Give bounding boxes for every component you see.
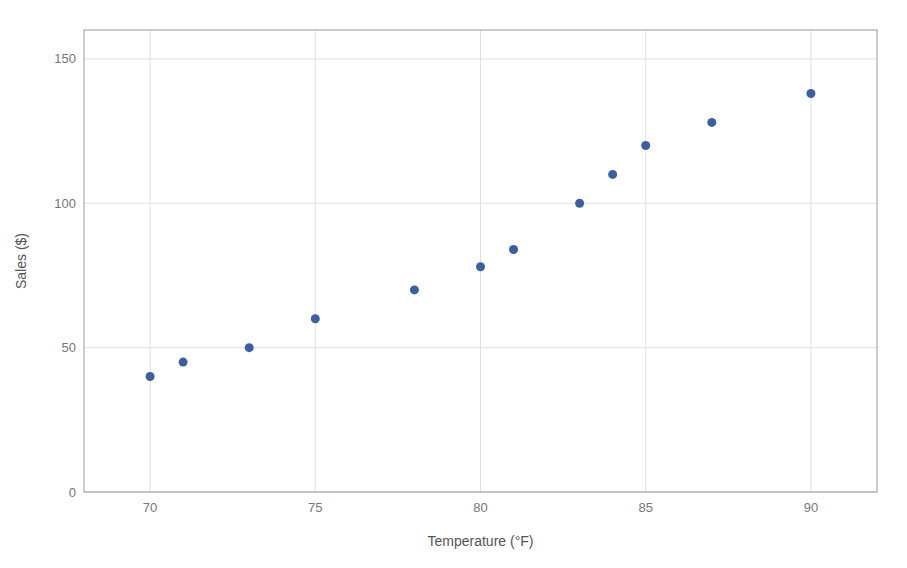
x-tick-label: 80 xyxy=(473,500,487,515)
y-tick-label: 50 xyxy=(62,340,76,355)
scatter-point xyxy=(476,262,485,271)
scatter-point xyxy=(641,141,650,150)
y-grid-line xyxy=(84,347,877,348)
x-tick-label: 90 xyxy=(804,500,818,515)
x-tick-label: 75 xyxy=(308,500,322,515)
x-grid-line xyxy=(315,30,316,492)
x-grid-line xyxy=(150,30,151,492)
scatter-point xyxy=(146,372,155,381)
scatter-point xyxy=(707,118,716,127)
scatter-point xyxy=(608,170,617,179)
x-grid-line xyxy=(810,30,811,492)
x-tick-label: 70 xyxy=(143,500,157,515)
scatter-point xyxy=(806,89,815,98)
chart-svg: 70 75 80 85 90 0 50 100 150 Temperature (°F) Sales… xyxy=(0,0,907,568)
scatter-point xyxy=(410,285,419,294)
scatter-point xyxy=(179,358,188,367)
grid xyxy=(84,30,877,492)
scatter-point xyxy=(575,199,584,208)
x-axis-label: Temperature (°F) xyxy=(428,533,534,549)
chart-container: 70 75 80 85 90 0 50 100 150 Temperature (°F) Sales… xyxy=(0,0,907,568)
y-tick-label: 150 xyxy=(54,51,76,66)
y-tick-label: 0 xyxy=(69,485,76,500)
y-grid-line xyxy=(84,58,877,59)
scatter-point xyxy=(311,314,320,323)
x-grid-line xyxy=(480,30,481,492)
scatter-point xyxy=(509,245,518,254)
y-grid-line xyxy=(84,203,877,204)
y-axis-label: Sales ($) xyxy=(13,233,29,289)
scatter-point xyxy=(245,343,254,352)
tick-labels: 70 75 80 85 90 0 50 100 150 xyxy=(54,51,818,515)
x-tick-label: 85 xyxy=(638,500,652,515)
plot-frame xyxy=(84,30,877,492)
y-tick-label: 100 xyxy=(54,196,76,211)
points xyxy=(146,89,816,381)
x-grid-line xyxy=(645,30,646,492)
